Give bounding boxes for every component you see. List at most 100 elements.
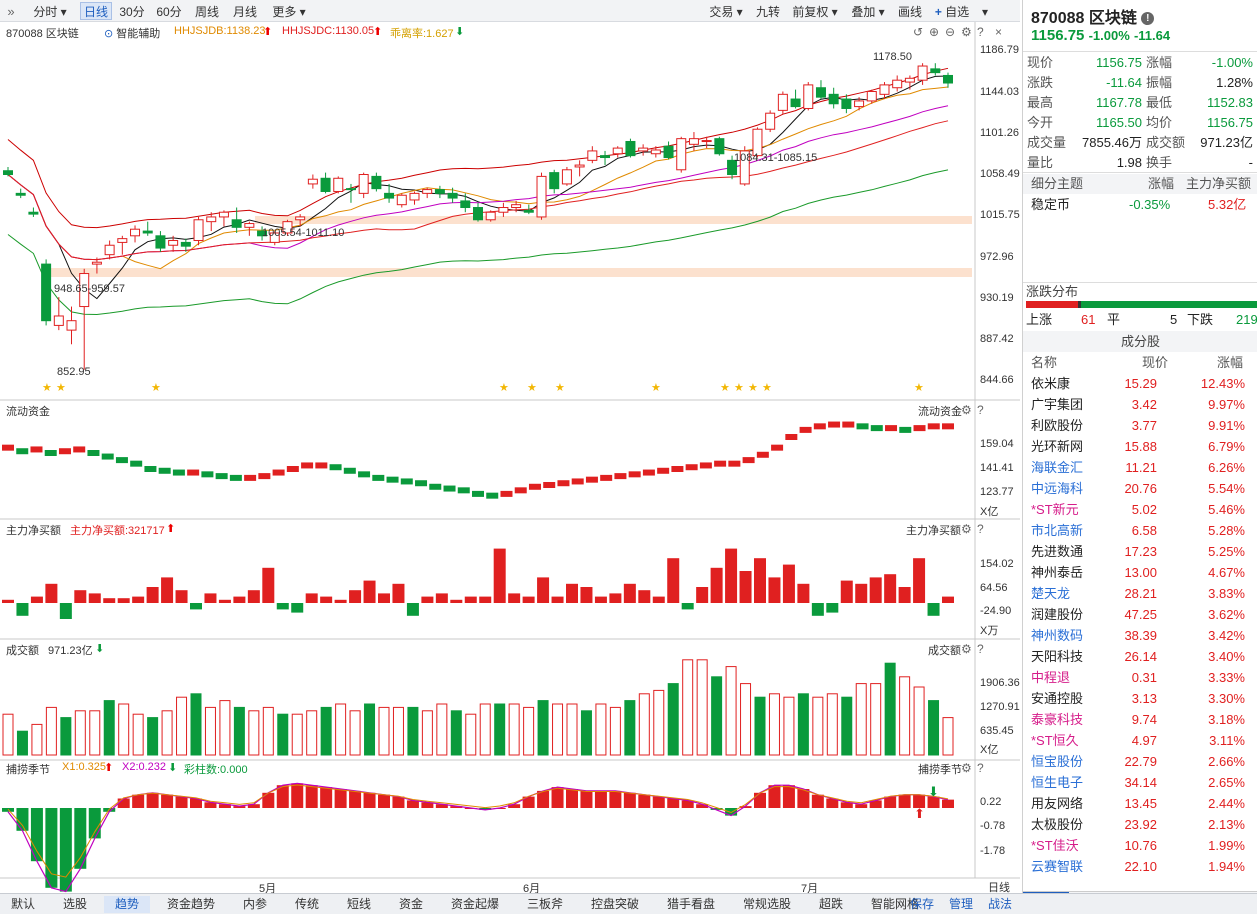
turnover-bar: [768, 693, 780, 756]
settings-icon[interactable]: ⚙: [961, 403, 972, 417]
season-bar: [768, 785, 781, 808]
watchlist-button[interactable]: + 自选: [934, 5, 970, 19]
settings-icon[interactable]: ⚙: [961, 25, 972, 39]
star-icon: ★: [914, 382, 924, 394]
net-buy-bar: [537, 577, 550, 603]
nine-turn-button[interactable]: 九转: [755, 5, 780, 19]
signal-stars: ★ ★ ★ ★ ★ ★ ★ ★ ★ ★ ★ ★: [42, 382, 924, 394]
stock-name[interactable]: 恒生电子: [1031, 775, 1084, 790]
add-circle-icon[interactable]: ⊕: [929, 25, 940, 39]
net-buy-bar: [334, 599, 347, 603]
turnover-bar: [262, 706, 274, 756]
stock-name[interactable]: 利欧股份: [1031, 418, 1084, 433]
strategy-tab[interactable]: 趋势: [104, 896, 150, 913]
strategy-tab[interactable]: 控盘突破: [590, 897, 639, 911]
stock-name[interactable]: 安通控股: [1031, 691, 1084, 706]
manage-button[interactable]: 管理: [948, 897, 973, 911]
stock-name[interactable]: 泰豪科技: [1031, 712, 1084, 727]
star-icon: ★: [151, 382, 161, 394]
stock-name[interactable]: *ST佳沃: [1031, 838, 1079, 853]
strategy-tab[interactable]: 传统: [294, 897, 319, 911]
flow-bar: [172, 469, 185, 476]
close-icon[interactable]: ×: [995, 25, 1003, 39]
stock-name[interactable]: 用友网络: [1031, 796, 1084, 811]
stock-name[interactable]: 海联金汇: [1031, 460, 1084, 475]
adjust-button[interactable]: 前复权 ▾: [792, 5, 838, 19]
help-icon[interactable]: ?: [977, 25, 984, 39]
help-icon[interactable]: ?: [977, 642, 984, 656]
stock-name[interactable]: *ST新元: [1031, 502, 1079, 517]
tactics-button[interactable]: 战法: [987, 897, 1012, 911]
help-icon[interactable]: ?: [977, 522, 984, 536]
tab-weekly[interactable]: 周线: [194, 5, 219, 19]
candle-body: [28, 211, 39, 215]
stock-name[interactable]: 润建股份: [1031, 607, 1084, 622]
candle-body: [943, 74, 953, 84]
flow-bar: [756, 451, 769, 458]
tab-60min[interactable]: 60分: [156, 5, 182, 19]
smart-assist-toggle[interactable]: ⊙ 智能辅助: [104, 28, 161, 40]
stock-name[interactable]: *ST恒久: [1031, 733, 1079, 748]
stock-name[interactable]: 中远海科: [1031, 481, 1084, 496]
month-label: 5月: [259, 883, 277, 895]
stock-name[interactable]: 神州数码: [1031, 628, 1084, 643]
settings-icon[interactable]: ⚙: [961, 522, 972, 536]
stock-name[interactable]: 楚天龙: [1031, 586, 1071, 601]
tab-monthly[interactable]: 月线: [232, 5, 257, 19]
stock-name[interactable]: 依米康: [1031, 376, 1071, 391]
settings-icon[interactable]: ⚙: [961, 761, 972, 775]
stock-change: 2.44%: [1208, 796, 1245, 811]
trade-button[interactable]: 交易 ▾: [709, 5, 743, 19]
kline-chart[interactable]: ★ ★ ★ ★ ★ ★ ★ ★ ★ ★ ★ ★ ⬇ ⬆: [0, 22, 1020, 893]
stock-name[interactable]: 市北高新: [1031, 523, 1084, 538]
stock-name[interactable]: 广宇集团: [1031, 397, 1084, 412]
stock-name[interactable]: 先进数通: [1031, 544, 1084, 559]
stock-name[interactable]: 天阳科技: [1031, 649, 1084, 664]
stock-change: 3.42%: [1208, 628, 1245, 643]
axis-label: 141.41: [980, 462, 1014, 474]
stock-name[interactable]: 中程退: [1031, 670, 1071, 685]
net-buy-bar: [840, 580, 853, 603]
stock-change: 5.25%: [1208, 544, 1245, 559]
strategy-tab[interactable]: 智能网格: [870, 897, 919, 911]
strategy-tab[interactable]: 常规选股: [742, 897, 791, 911]
overlay-button[interactable]: 叠加 ▾: [851, 5, 885, 19]
strategy-tab[interactable]: 猎手看盘: [666, 897, 715, 911]
stock-name[interactable]: 太极股份: [1031, 817, 1084, 832]
tab-30min[interactable]: 30分: [119, 5, 145, 19]
strategy-tab[interactable]: 默认: [10, 897, 35, 911]
stock-change: 5.54%: [1208, 481, 1245, 496]
flow-bar: [2, 444, 14, 451]
minus-circle-icon[interactable]: ⊖: [945, 25, 956, 39]
strategy-tab[interactable]: 三板斧: [526, 897, 563, 911]
help-icon[interactable]: ?: [977, 761, 984, 775]
x2-value: X2:0.232: [122, 761, 167, 773]
stock-name[interactable]: 光环新网: [1031, 439, 1084, 454]
tab-more[interactable]: 更多 ▾: [272, 5, 306, 19]
flow-bar: [258, 473, 271, 480]
tab-daily[interactable]: 日线: [80, 2, 112, 20]
stock-name[interactable]: 神州泰岳: [1031, 565, 1084, 580]
tab-intraday[interactable]: 分时 ▾: [33, 5, 67, 19]
collapse-icon[interactable]: »: [7, 4, 15, 19]
net-buy-bar: [681, 603, 694, 610]
strategy-tab[interactable]: 超跌: [818, 897, 843, 911]
undo-icon[interactable]: ↺: [913, 25, 924, 39]
save-button[interactable]: 保存: [909, 897, 934, 911]
strategy-tab[interactable]: 选股: [62, 897, 87, 911]
net-buy-bar: [479, 596, 492, 603]
settings-icon[interactable]: ⚙: [961, 642, 972, 656]
strategy-tab[interactable]: 内参: [242, 897, 267, 911]
strategy-tab[interactable]: 资金: [398, 897, 423, 911]
turnover-bar: [740, 683, 752, 756]
strategy-tab[interactable]: 资金起爆: [450, 897, 499, 911]
help-icon[interactable]: ?: [977, 403, 984, 417]
strategy-tab[interactable]: 资金趋势: [166, 897, 215, 911]
draw-button[interactable]: 画线: [897, 5, 922, 19]
stock-name[interactable]: 云赛智联: [1031, 859, 1084, 874]
chevron-down-icon[interactable]: ▾: [981, 5, 989, 19]
chart-toolbar: » 分时 ▾ 日线 30分 60分 周线 月线 更多 ▾ 交易 ▾ 九转 前复权…: [0, 0, 1020, 22]
strategy-tab[interactable]: 短线: [346, 897, 371, 911]
info-icon[interactable]: !: [1141, 12, 1155, 26]
stock-name[interactable]: 恒宝股份: [1031, 754, 1084, 769]
